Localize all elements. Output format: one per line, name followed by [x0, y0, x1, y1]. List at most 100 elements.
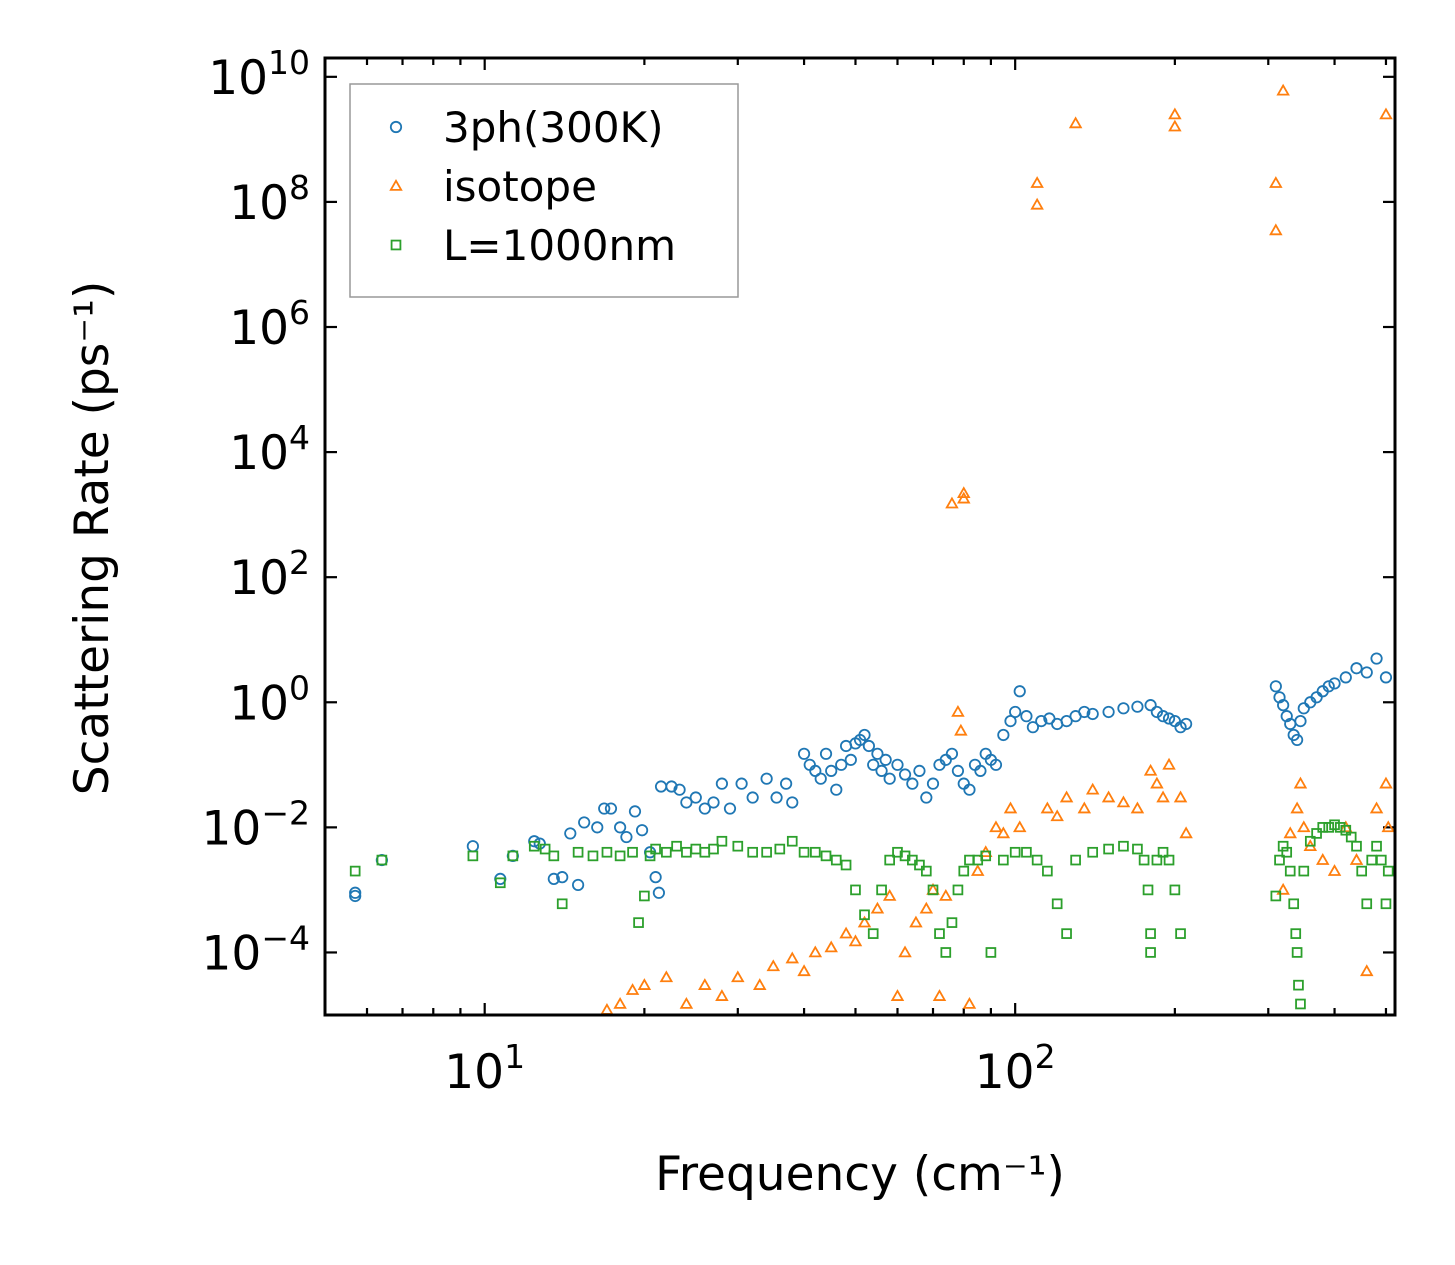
data-point	[809, 846, 821, 858]
y-tick-label: 10−4	[202, 918, 310, 981]
data-point	[1327, 864, 1342, 876]
data-point	[1294, 715, 1307, 728]
y-tick-label: 102	[229, 543, 310, 606]
data-point	[466, 840, 479, 853]
data-point	[996, 826, 1011, 839]
data-point	[723, 802, 737, 815]
data-point	[940, 947, 952, 958]
data-point	[1068, 116, 1083, 129]
data-point	[997, 728, 1010, 742]
data-point	[1329, 819, 1340, 831]
data-point	[715, 777, 729, 790]
data-point	[747, 846, 758, 858]
data-point	[1061, 928, 1072, 939]
data-point	[939, 753, 952, 766]
data-point	[1281, 846, 1293, 858]
data-point	[1151, 854, 1163, 866]
data-point	[1021, 846, 1032, 858]
data-point	[939, 888, 953, 901]
data-point	[957, 491, 971, 504]
data-point	[870, 901, 885, 914]
data-point	[1060, 715, 1073, 728]
data-point	[652, 886, 665, 899]
data-point	[954, 723, 968, 736]
data-point	[698, 802, 711, 815]
data-point	[671, 840, 682, 852]
data-point	[761, 846, 772, 858]
data-point	[871, 747, 884, 760]
data-point	[1059, 790, 1074, 803]
data-point	[598, 802, 611, 815]
data-point	[1380, 898, 1392, 910]
data-point	[1339, 820, 1353, 833]
data-point	[862, 739, 876, 753]
data-point	[1162, 757, 1176, 770]
data-point	[1086, 707, 1099, 721]
data-point	[1145, 928, 1156, 939]
data-point	[883, 772, 896, 785]
data-point	[1103, 843, 1114, 855]
data-point	[1350, 662, 1363, 675]
data-point	[890, 989, 905, 1001]
data-point	[774, 843, 786, 855]
data-point	[932, 989, 947, 1001]
data-point	[1375, 854, 1387, 866]
data-point	[1051, 898, 1063, 910]
data-point	[934, 928, 945, 939]
data-point	[732, 840, 744, 852]
data-point	[921, 865, 932, 877]
data-point	[753, 978, 767, 990]
data-point	[633, 917, 644, 928]
data-point	[1020, 710, 1033, 723]
data-point	[970, 864, 985, 876]
data-point	[770, 791, 783, 804]
data-point	[635, 824, 649, 837]
data-point	[1085, 782, 1100, 795]
data-point	[1283, 826, 1297, 839]
legend-label: 3ph(300K)	[443, 103, 663, 152]
data-point	[913, 764, 926, 777]
data-point	[1142, 884, 1154, 896]
data-point	[951, 704, 965, 717]
data-point	[1179, 826, 1193, 839]
data-point	[637, 978, 652, 990]
data-point	[614, 850, 626, 862]
series-circle	[349, 652, 1393, 903]
data-point	[867, 928, 879, 939]
data-point	[731, 970, 745, 983]
data-point	[1077, 801, 1092, 814]
x-tick-label: 101	[444, 1037, 525, 1100]
data-point	[906, 777, 919, 790]
data-point	[600, 1003, 614, 1015]
data-point	[945, 747, 959, 760]
data-point	[974, 764, 987, 777]
data-point	[1317, 822, 1329, 833]
data-point	[914, 859, 925, 871]
data-point	[1340, 824, 1352, 836]
data-point	[898, 768, 912, 781]
data-point	[716, 835, 728, 847]
data-point	[1101, 790, 1116, 803]
data-point	[1381, 820, 1396, 833]
data-point	[780, 777, 793, 790]
data-point	[808, 945, 823, 958]
data-point	[820, 850, 832, 862]
data-point	[650, 843, 661, 855]
data-point	[867, 758, 880, 771]
y-tick-label: 10−2	[202, 793, 310, 856]
data-point	[1284, 865, 1296, 877]
data-point	[766, 959, 781, 972]
data-point	[926, 777, 940, 790]
data-point	[909, 915, 923, 928]
data-point	[957, 777, 970, 790]
data-point	[1334, 822, 1346, 833]
data-point	[1026, 721, 1040, 734]
data-point	[679, 996, 694, 1009]
data-point	[1369, 801, 1384, 814]
data-point	[735, 777, 748, 790]
series-triangle	[600, 83, 1396, 1015]
data-point	[786, 835, 798, 847]
data-point	[797, 747, 811, 760]
data-point	[876, 884, 887, 896]
